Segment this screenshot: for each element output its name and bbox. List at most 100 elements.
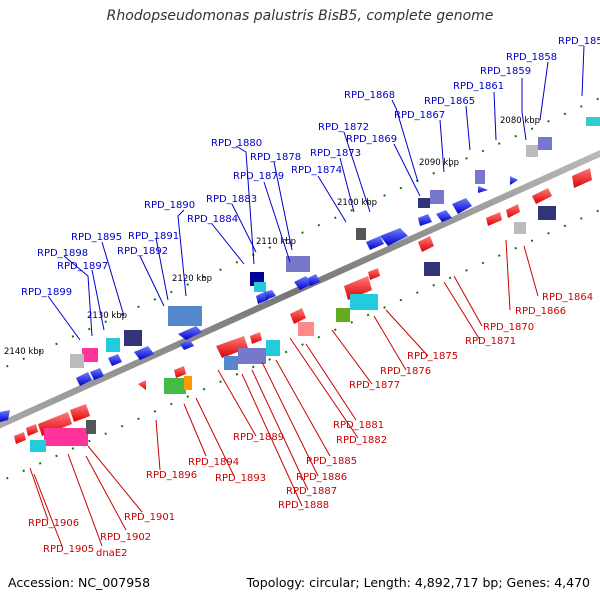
gene-label-rpd-1861[interactable]: RPD_1861	[453, 81, 504, 92]
gene-block	[424, 262, 440, 276]
accession-text: Accession: NC_007958	[8, 575, 151, 590]
kbp-tick-label: 2120 kbp	[172, 274, 212, 284]
gene-arrow	[572, 168, 592, 188]
gene-block	[124, 330, 142, 346]
gene-label-rpd-1889[interactable]: RPD_1889	[233, 432, 284, 443]
gene-label-rpd-1898[interactable]: RPD_1898	[37, 248, 88, 259]
gene-arrow	[532, 188, 552, 204]
gene-label-rpd-1890[interactable]: RPD_1890	[144, 200, 195, 211]
forward-gene-labels: RPD_1853 RPD_1858 RPD_1859 RPD_1861 RPD_…	[21, 36, 600, 298]
gene-label-rpd-1866[interactable]: RPD_1866	[515, 306, 566, 317]
gene-label-rpd-1885[interactable]: RPD_1885	[306, 456, 357, 467]
gene-label-rpd-1878[interactable]: RPD_1878	[250, 152, 301, 163]
gene-label-rpd-1897[interactable]: RPD_1897	[57, 261, 108, 272]
gene-label-rpd-1865[interactable]: RPD_1865	[424, 96, 475, 107]
gene-label-rpd-1859[interactable]: RPD_1859	[480, 66, 531, 77]
gene-arrow	[26, 424, 38, 436]
gene-label-rpd-1887[interactable]: RPD_1887	[286, 486, 337, 497]
kbp-tick-label: 2110 kbp	[256, 237, 296, 247]
gene-block	[298, 322, 314, 336]
gene-label-rpd-1872[interactable]: RPD_1872	[318, 122, 369, 133]
gene-label-rpd-1888[interactable]: RPD_1888	[278, 500, 329, 511]
gene-label-rpd-1891[interactable]: RPD_1891	[128, 231, 179, 242]
gene-arrow	[138, 380, 146, 390]
gene-label-rpd-1874[interactable]: RPD_1874	[291, 165, 342, 176]
gene-arrow	[380, 228, 408, 246]
reverse-gene-blocks	[0, 168, 592, 452]
gene-label-rpd-1896[interactable]: RPD_1896	[146, 470, 197, 481]
gene-arrow	[70, 404, 90, 422]
gene-arrow	[134, 346, 154, 360]
gene-label-rpd-1905[interactable]: RPD_1905	[43, 544, 94, 555]
gene-block	[526, 145, 538, 157]
gene-label-rpd-1871[interactable]: RPD_1871	[465, 336, 516, 347]
gene-block	[30, 440, 46, 452]
forward-leader-lines	[47, 45, 585, 341]
gene-block	[82, 348, 98, 362]
gene-label-rpd-1873[interactable]: RPD_1873	[310, 148, 361, 159]
gene-label-rpd-1895[interactable]: RPD_1895	[71, 232, 122, 243]
gene-label-rpd-1870[interactable]: RPD_1870	[483, 322, 534, 333]
reverse-gene-labels: RPD_1864 RPD_1866 RPD_1870 RPD_1871 RPD_…	[28, 292, 593, 559]
gene-arrow	[178, 326, 202, 340]
map-title: Rhodopseudomonas palustris BisB5, comple…	[106, 8, 494, 24]
gene-label-rpd-1902[interactable]: RPD_1902	[100, 532, 151, 543]
gene-label-rpd-1869[interactable]: RPD_1869	[346, 134, 397, 145]
gene-block	[514, 222, 526, 234]
gene-arrow	[294, 276, 312, 290]
gene-arrow	[76, 372, 92, 386]
gene-label-rpd-1875[interactable]: RPD_1875	[407, 351, 458, 362]
gene-block	[168, 306, 202, 326]
gene-label-rpd-1899[interactable]: RPD_1899	[21, 287, 72, 298]
gene-label-rpd-1883[interactable]: RPD_1883	[206, 194, 257, 205]
gene-label-dnae2[interactable]: dnaE2	[96, 548, 128, 559]
gene-label-rpd-1886[interactable]: RPD_1886	[296, 472, 347, 483]
gene-label-rpd-1853[interactable]: RPD_1853	[558, 36, 600, 47]
kbp-tick-label: 2090 kbp	[419, 158, 459, 168]
gene-arrow	[174, 366, 186, 378]
gene-label-rpd-1867[interactable]: RPD_1867	[394, 110, 445, 121]
gene-label-rpd-1894[interactable]: RPD_1894	[188, 457, 239, 468]
gene-label-rpd-1880[interactable]: RPD_1880	[211, 138, 262, 149]
gene-block	[224, 356, 238, 370]
gene-block	[164, 378, 186, 394]
gene-block	[286, 256, 310, 272]
forward-gene-blocks	[70, 117, 600, 386]
kbp-tick-label: 2100 kbp	[337, 198, 377, 208]
gene-arrow	[108, 354, 122, 366]
gene-arrow	[180, 340, 194, 350]
gene-block	[356, 228, 366, 240]
gene-label-rpd-1858[interactable]: RPD_1858	[506, 52, 557, 63]
gene-label-rpd-1901[interactable]: RPD_1901	[124, 512, 175, 523]
gene-label-rpd-1882[interactable]: RPD_1882	[336, 435, 387, 446]
gene-label-rpd-1893[interactable]: RPD_1893	[215, 473, 266, 484]
gene-arrow	[308, 274, 320, 286]
gene-arrow	[452, 198, 472, 214]
gene-block	[430, 190, 444, 204]
gene-label-rpd-1906[interactable]: RPD_1906	[28, 518, 79, 529]
gene-arrow	[216, 336, 248, 358]
gene-block	[106, 338, 120, 352]
gene-arrow	[486, 212, 502, 226]
gene-label-rpd-1884[interactable]: RPD_1884	[187, 214, 238, 225]
kbp-tick-label: 2140 kbp	[4, 347, 44, 357]
gene-label-rpd-1877[interactable]: RPD_1877	[349, 380, 400, 391]
gene-arrow	[250, 332, 262, 344]
gene-block	[254, 282, 266, 292]
gene-label-rpd-1864[interactable]: RPD_1864	[542, 292, 593, 303]
gene-label-rpd-1876[interactable]: RPD_1876	[380, 366, 431, 377]
gene-label-rpd-1892[interactable]: RPD_1892	[117, 246, 168, 257]
gene-label-rpd-1881[interactable]: RPD_1881	[333, 420, 384, 431]
gene-block	[266, 340, 280, 356]
kbp-ticks: 2080 kbp 2090 kbp 2100 kbp 2110 kbp 2120…	[4, 116, 540, 357]
gene-arrow	[366, 236, 384, 250]
gene-block	[86, 420, 96, 434]
gene-block	[44, 428, 88, 446]
gene-arrow	[14, 432, 26, 444]
gene-label-rpd-1868[interactable]: RPD_1868	[344, 90, 395, 101]
gene-arrow	[418, 236, 434, 252]
gene-arrow	[506, 204, 520, 218]
gene-label-rpd-1879[interactable]: RPD_1879	[233, 171, 284, 182]
